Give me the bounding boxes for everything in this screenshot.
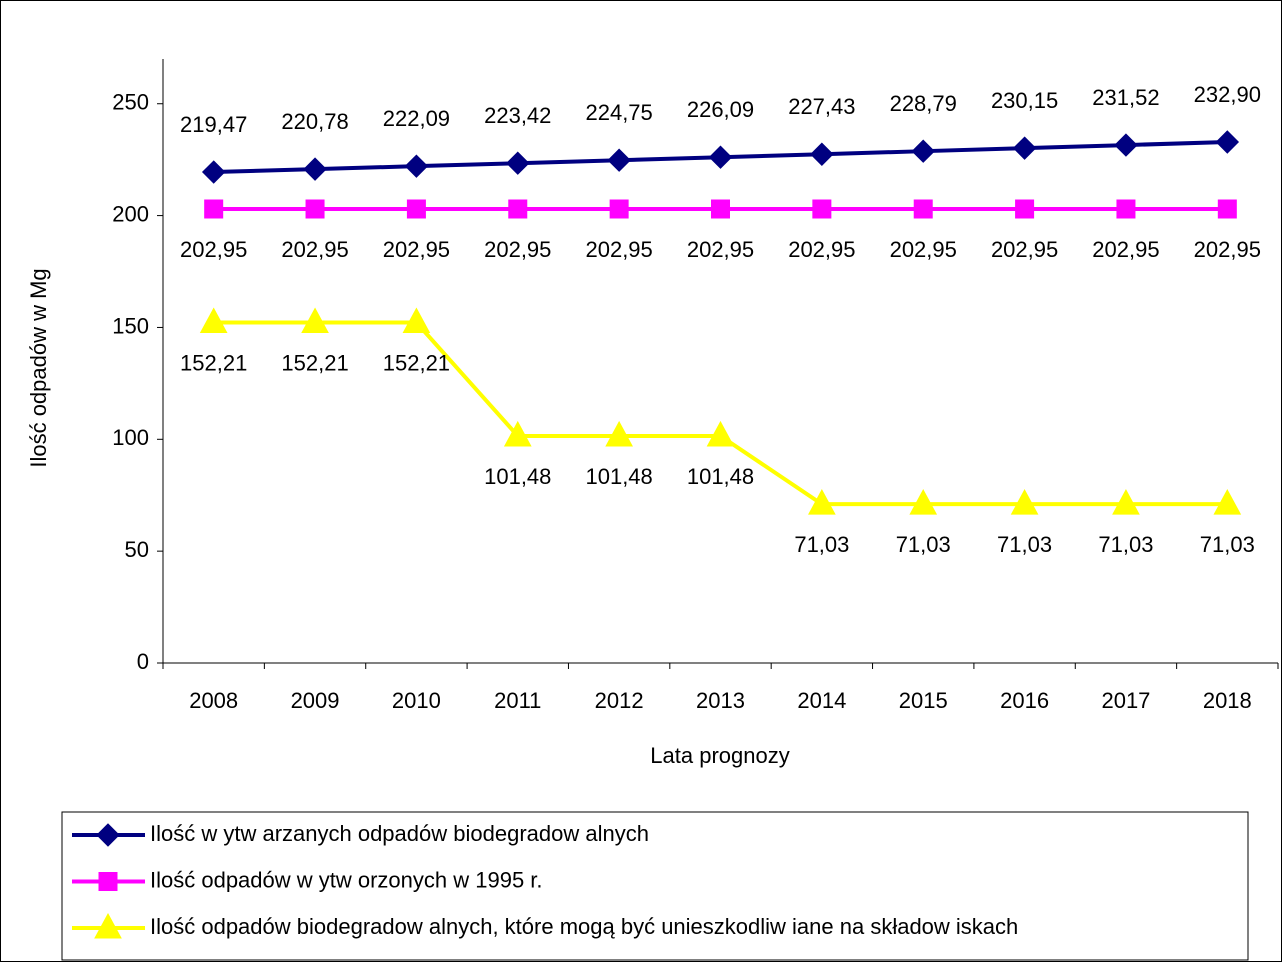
data-point [607,148,631,172]
data-label: 202,95 [484,237,551,262]
data-label: 228,79 [890,91,957,116]
x-tick-label: 2016 [1000,688,1049,713]
data-label: 71,03 [997,532,1052,557]
data-label: 202,95 [281,237,348,262]
data-label: 152,21 [383,350,450,375]
legend-marker [96,823,120,847]
data-point [508,199,528,219]
data-label: 152,21 [180,350,247,375]
data-point [812,199,832,219]
data-label: 202,95 [1194,237,1261,262]
data-point [406,199,426,219]
x-tick-label: 2009 [291,688,340,713]
data-label: 232,90 [1194,82,1261,107]
legend-label: Ilość odpadów w ytw orzonych w 1995 r. [150,867,543,892]
data-label: 101,48 [585,464,652,489]
data-point [1012,136,1037,160]
data-point [1112,489,1140,515]
data-point [303,157,327,181]
data-point [201,160,226,184]
data-point [810,142,834,166]
data-point [1217,199,1237,219]
data-point [1215,130,1240,154]
data-point [1015,199,1035,219]
data-label: 101,48 [687,464,754,489]
y-axis-label: Ilość odpadów w Mg [26,268,51,467]
data-label: 202,95 [180,237,247,262]
data-point [204,199,224,219]
x-tick-label: 2017 [1101,688,1150,713]
x-tick-label: 2014 [797,688,846,713]
data-label: 202,95 [788,237,855,262]
x-tick-label: 2015 [899,688,948,713]
data-label: 202,95 [383,237,450,262]
data-point [808,489,836,515]
data-point [711,199,730,219]
y-tick-label: 150 [112,313,149,338]
data-point [1116,199,1136,219]
data-label: 71,03 [1200,532,1255,557]
data-point [199,307,228,334]
x-tick-label: 2018 [1203,688,1252,713]
y-tick-label: 250 [112,90,149,115]
data-label: 202,95 [585,237,652,262]
data-point [605,420,633,447]
y-tick-label: 0 [137,649,149,674]
data-label: 202,95 [890,237,957,262]
data-point [609,199,629,219]
data-point [305,199,325,219]
data-label: 202,95 [687,237,754,262]
data-label: 222,09 [383,106,450,131]
data-point [706,420,735,447]
legend-marker [98,872,118,891]
legend-marker [94,912,122,939]
data-label: 71,03 [794,532,849,557]
y-tick-label: 100 [112,425,149,450]
x-tick-label: 2010 [392,688,441,713]
data-label: 224,75 [585,100,652,125]
data-label: 223,42 [484,103,551,128]
legend-label: Ilość odpadów biodegradow alnych, które … [150,914,1018,939]
data-label: 227,43 [788,94,855,119]
data-point [404,154,429,178]
data-point [506,151,530,175]
data-label: 202,95 [1092,237,1159,262]
data-label: 220,78 [281,109,348,134]
data-point [1010,489,1039,515]
x-tick-label: 2011 [494,688,541,713]
legend-label: Ilość w ytw arzanych odpadów biodegradow… [150,821,649,846]
data-label: 230,15 [991,88,1058,113]
data-point [503,420,532,447]
data-point [402,307,431,334]
x-tick-label: 2012 [595,688,644,713]
y-tick-label: 200 [112,201,149,226]
data-point [1213,489,1242,515]
data-label: 152,21 [281,350,348,375]
x-tick-label: 2013 [696,688,745,713]
data-label: 202,95 [991,237,1058,262]
legend-box [61,811,1249,961]
data-label: 71,03 [896,532,951,557]
data-label: 231,52 [1092,85,1159,110]
data-point [708,145,733,169]
data-label: 226,09 [687,97,754,122]
data-point [301,307,329,334]
data-label: 219,47 [180,112,247,137]
data-point [909,489,938,515]
data-point [913,199,933,219]
x-tick-label: 2008 [189,688,238,713]
data-label: 71,03 [1098,532,1153,557]
y-tick-label: 50 [125,537,149,562]
x-axis-label: Lata prognozy [650,743,789,768]
data-label: 101,48 [484,464,551,489]
data-point [1114,133,1138,157]
data-point [911,139,935,163]
